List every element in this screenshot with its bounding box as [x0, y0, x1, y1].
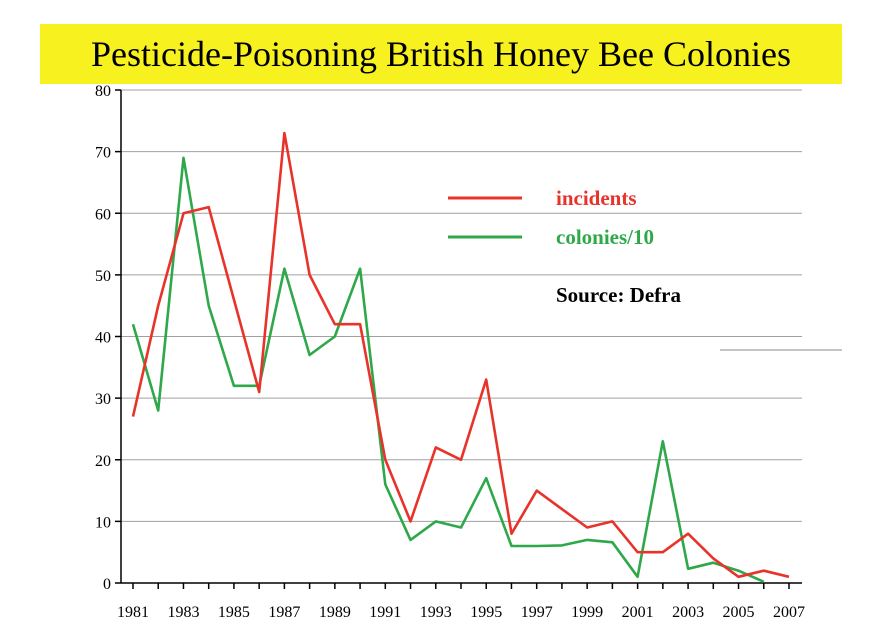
x-tick-label: 1995 [470, 604, 502, 621]
y-tick-label: 40 [95, 330, 111, 347]
x-tick-label: 2001 [622, 604, 654, 621]
chart-title-box: Pesticide-Poisoning British Honey Bee Co… [40, 24, 842, 84]
axes [115, 89, 802, 589]
legend-label-incidents: incidents [556, 186, 637, 210]
x-tick-label: 1983 [167, 604, 199, 621]
series-lines [131, 131, 790, 583]
x-tick-label: 2003 [672, 604, 704, 621]
series-line-incidents [131, 131, 790, 579]
x-tick-label: 1987 [268, 604, 300, 621]
x-tick-label: 2007 [773, 604, 805, 621]
x-tick-label: 2005 [723, 604, 755, 621]
x-tick-label: 1999 [571, 604, 603, 621]
y-tick-label: 70 [95, 145, 111, 162]
y-tick-label: 60 [95, 206, 111, 223]
x-tick-label: 1991 [369, 604, 401, 621]
y-tick-label: 50 [95, 268, 111, 285]
source-annotation: Source: Defra [556, 283, 681, 307]
y-tick-label: 20 [95, 453, 111, 470]
x-tick-label: 1989 [319, 604, 351, 621]
y-tick-label: 80 [95, 83, 111, 100]
y-tick-labels: 0 10 20 30 40 50 60 70 80 [95, 83, 111, 593]
chart-title: Pesticide-Poisoning British Honey Bee Co… [91, 34, 791, 74]
x-tick-labels: 1981 1983 1985 1987 1989 1991 1993 1995 1997 1999… [117, 604, 805, 621]
x-tick-label: 1997 [521, 604, 553, 621]
y-tick-label: 30 [95, 391, 111, 408]
x-tick-label: 1985 [218, 604, 250, 621]
legend: incidents colonies/10 [448, 186, 654, 249]
x-tick-label: 1981 [117, 604, 149, 621]
series-line-colonies [131, 156, 765, 583]
y-tick-label: 10 [95, 514, 111, 531]
x-tick-label: 1993 [420, 604, 452, 621]
y-tick-label: 0 [103, 576, 111, 593]
legend-label-colonies: colonies/10 [556, 225, 654, 249]
gridlines [121, 89, 802, 522]
